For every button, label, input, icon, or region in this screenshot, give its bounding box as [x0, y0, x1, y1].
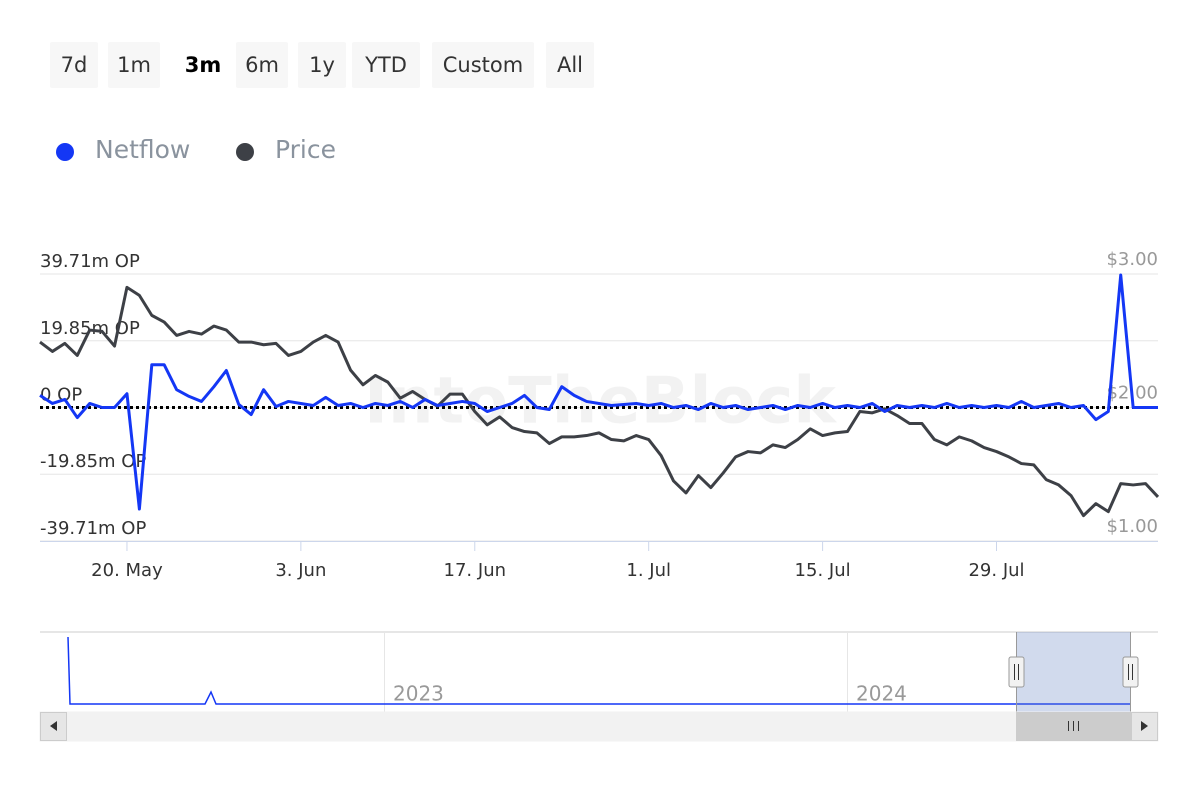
range-button[interactable]: 1y: [298, 42, 346, 88]
navigator-label: 2024: [856, 682, 907, 706]
range-button[interactable]: 6m: [236, 42, 288, 88]
range-button[interactable]: Custom: [432, 42, 534, 88]
legend-marker: [56, 143, 74, 161]
y2-tick-label: $1.00: [1106, 516, 1158, 537]
x-tick-label: 20. May: [91, 560, 163, 581]
scrollbar-track[interactable]: [39, 711, 1159, 742]
legend-label[interactable]: Netflow: [95, 135, 190, 164]
y-tick-label: 39.71m OP: [40, 251, 140, 272]
series-line: [39, 285, 1160, 518]
x-tick-label: 29. Jul: [968, 560, 1024, 581]
range-button[interactable]: All: [546, 42, 594, 88]
range-button[interactable]: YTD: [352, 42, 420, 88]
legend-label[interactable]: Price: [275, 135, 336, 164]
navigator-mask: [1016, 632, 1130, 712]
range-button[interactable]: 3m: [174, 42, 232, 88]
x-tick-label: 1. Jul: [626, 560, 671, 581]
y-tick-label: -19.85m OP: [40, 451, 146, 472]
watermark: IntoTheBlock: [364, 365, 837, 439]
navigator-label: 2023: [393, 682, 444, 706]
navigator-handle[interactable]: [1122, 656, 1139, 688]
y-tick-label: 19.85m OP: [40, 318, 140, 339]
range-button[interactable]: 1m: [108, 42, 160, 88]
x-tick-label: 3. Jun: [275, 560, 326, 581]
scrollbar-arrow: [1141, 721, 1148, 731]
range-button[interactable]: 7d: [50, 42, 98, 88]
navigator: 2023 2024: [39, 631, 1159, 742]
y2-tick-label: $3.00: [1106, 249, 1158, 270]
series-line: [39, 273, 1158, 511]
x-tick-label: 17. Jun: [444, 560, 506, 581]
scrollbar-arrow: [50, 721, 57, 731]
x-tick-label: 15. Jul: [795, 560, 851, 581]
scrollbar-left-button[interactable]: [40, 712, 67, 741]
y-tick-label: 0 OP: [40, 385, 82, 406]
navigator-handle[interactable]: [1008, 656, 1025, 688]
legend-marker: [236, 143, 254, 161]
y-tick-label: -39.71m OP: [40, 518, 146, 539]
navigator-background: [40, 632, 1158, 712]
navigator-line: [67, 636, 1130, 705]
